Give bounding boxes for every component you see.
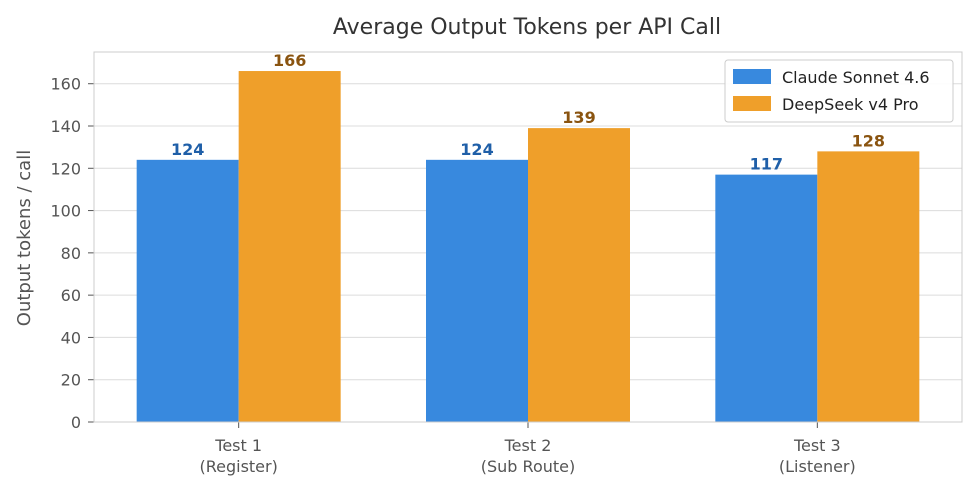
legend-box xyxy=(724,59,954,123)
legend-label: DeepSeek v4 Pro xyxy=(782,95,918,114)
bar xyxy=(528,128,630,422)
x-tick-label: (Register) xyxy=(199,457,277,476)
y-tick-label: 100 xyxy=(50,202,81,221)
y-tick-label: 40 xyxy=(61,328,81,347)
y-tick-label: 120 xyxy=(50,159,81,178)
x-tick-label: Test 3 xyxy=(793,436,841,455)
axes: 0 20 40 60 80 100 120 140 160 Test 1 (Register) Tes… xyxy=(50,51,963,476)
y-tick-label: 80 xyxy=(61,244,81,263)
bar-value-label: 124 xyxy=(460,140,493,159)
x-tick-label: (Sub Route) xyxy=(481,457,575,476)
x-tick-label: Test 1 xyxy=(214,436,262,455)
bar-value-label: 166 xyxy=(273,51,306,70)
y-tick-label: 140 xyxy=(50,117,81,136)
legend-label: Claude Sonnet 4.6 xyxy=(782,68,930,87)
x-tick-label: (Listener) xyxy=(779,457,856,476)
y-axis-label: Output tokens / call xyxy=(14,150,35,326)
plot-frame xyxy=(93,51,963,423)
bar-value-label: 128 xyxy=(852,131,885,150)
legend: Claude Sonnet 4.6 DeepSeek v4 Pro xyxy=(724,59,954,123)
legend-swatch xyxy=(733,69,771,84)
chart-title: Average Output Tokens per API Call xyxy=(333,15,721,40)
y-tick-label: 0 xyxy=(71,413,81,432)
bar xyxy=(715,174,818,422)
value-labels: 124 166 124 139 117 128 xyxy=(171,51,885,174)
y-tick-label: 60 xyxy=(61,286,81,305)
bar xyxy=(238,71,341,423)
y-tick-label: 160 xyxy=(50,75,81,94)
y-tick-label: 20 xyxy=(61,371,81,390)
bar-value-label: 124 xyxy=(171,140,204,159)
bar xyxy=(426,159,528,423)
bar xyxy=(817,151,920,422)
bar xyxy=(136,159,239,423)
legend-swatch xyxy=(733,96,771,111)
bar-value-label: 139 xyxy=(562,108,595,127)
x-tick-label: Test 2 xyxy=(504,436,552,455)
bars xyxy=(136,71,920,423)
bar-value-label: 117 xyxy=(750,155,783,174)
